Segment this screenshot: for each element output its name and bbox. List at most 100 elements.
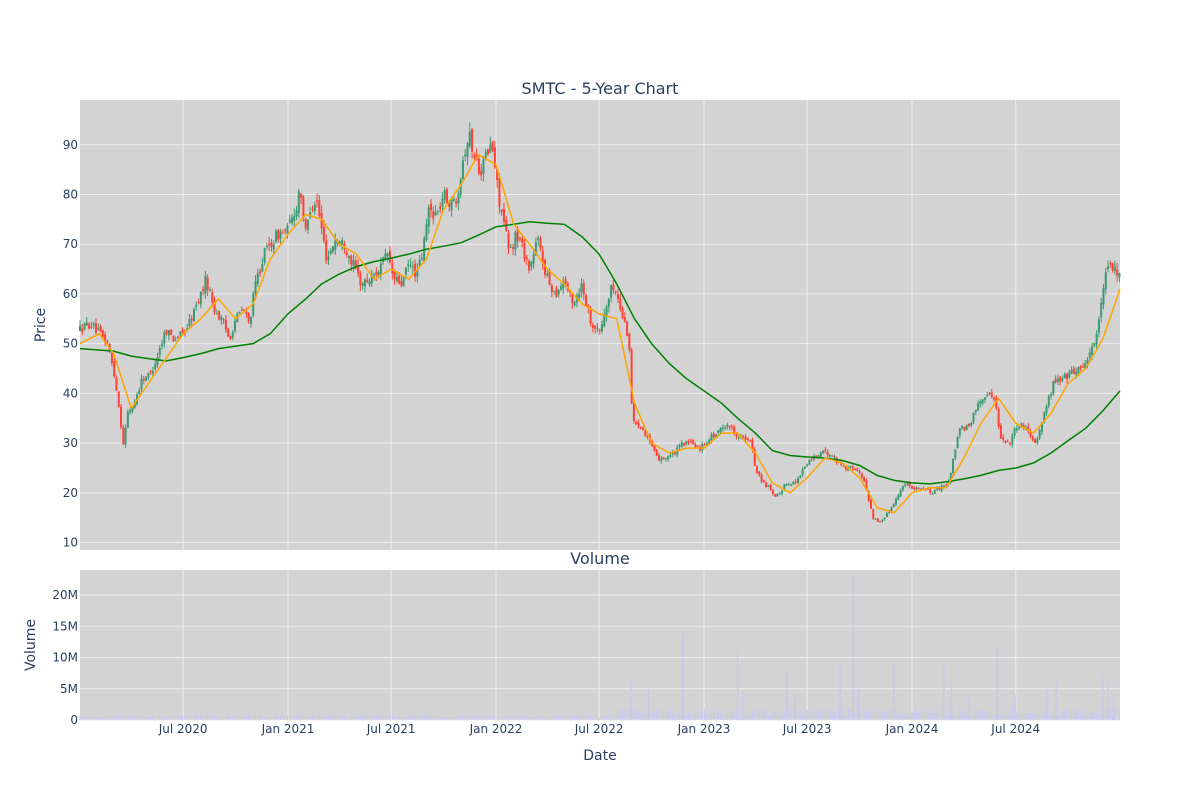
volume-bar xyxy=(808,711,811,720)
volume-spike-bar xyxy=(996,645,999,720)
candle-down xyxy=(657,455,660,461)
volume-bar xyxy=(884,711,886,720)
candle-down xyxy=(639,427,642,429)
candle-up xyxy=(822,450,825,454)
candle-up xyxy=(140,378,143,390)
volume-subplot-title: Volume xyxy=(570,549,630,568)
volume-bar xyxy=(640,712,642,720)
candle-down xyxy=(206,277,209,291)
candle-up xyxy=(188,319,191,326)
candle-up xyxy=(605,306,608,317)
volume-bar xyxy=(134,717,136,720)
volume-bar xyxy=(375,715,377,720)
candle-up xyxy=(578,293,581,298)
candle-up xyxy=(286,225,289,234)
volume-bar xyxy=(140,716,143,720)
volume-bar xyxy=(975,711,977,720)
volume-bar xyxy=(972,709,975,720)
candle-down xyxy=(733,427,736,434)
candle-down xyxy=(281,232,284,234)
volume-bar xyxy=(419,716,421,720)
volume-bar xyxy=(1007,711,1009,720)
candle-down xyxy=(844,465,847,470)
volume-bar xyxy=(637,712,640,720)
volume-bar xyxy=(735,708,738,720)
candle-down xyxy=(703,444,706,446)
candle-down xyxy=(81,328,84,332)
volume-bar xyxy=(131,714,134,720)
volume-bar xyxy=(1098,714,1100,720)
volume-bar xyxy=(118,715,120,720)
candle-down xyxy=(211,292,214,303)
candle-up xyxy=(138,390,141,395)
volume-bar xyxy=(993,715,995,720)
volume-bar xyxy=(289,715,291,720)
volume-bar xyxy=(678,708,681,720)
candle-up xyxy=(724,427,727,429)
volume-bar xyxy=(348,717,350,720)
candle-down xyxy=(630,349,633,403)
candle-down xyxy=(993,397,996,400)
candle-up xyxy=(1095,333,1098,345)
volume-bar xyxy=(223,717,225,720)
volume-bar xyxy=(719,710,722,720)
volume-bar xyxy=(421,715,423,720)
candle-down xyxy=(1072,368,1075,375)
candle-up xyxy=(313,204,316,212)
volume-bar xyxy=(357,714,359,720)
volume-bar xyxy=(355,717,357,720)
candle-up xyxy=(701,443,704,451)
candle-up xyxy=(705,443,708,447)
candle-down xyxy=(322,227,325,241)
candle-up xyxy=(787,484,790,486)
candle-down xyxy=(350,255,353,265)
candle-up xyxy=(790,484,793,486)
candle-up xyxy=(1102,288,1105,305)
volume-bar xyxy=(710,714,713,720)
candle-up xyxy=(895,498,898,505)
candle-up xyxy=(443,190,446,200)
volume-bar xyxy=(934,713,936,720)
candle-down xyxy=(270,242,273,247)
candle-up xyxy=(537,237,540,240)
candle-down xyxy=(113,360,116,377)
volume-bar xyxy=(564,714,567,720)
volume-bar xyxy=(685,715,687,720)
volume-bar xyxy=(783,712,785,720)
candle-down xyxy=(311,208,314,210)
price-y-axis-title: Price xyxy=(33,308,49,342)
candle-down xyxy=(744,436,747,440)
candle-down xyxy=(644,430,647,436)
volume-bar xyxy=(856,709,858,720)
candle-down xyxy=(414,263,417,277)
volume-bar xyxy=(879,711,881,720)
candle-up xyxy=(373,274,376,276)
price-plot-area xyxy=(80,100,1120,550)
candle-down xyxy=(541,250,544,263)
volume-bar xyxy=(906,711,909,720)
candle-down xyxy=(612,284,615,290)
candle-up xyxy=(83,323,86,330)
volume-bar xyxy=(218,714,220,720)
x-tick-label: Jul 2024 xyxy=(990,722,1040,736)
volume-bar xyxy=(439,717,441,720)
candle-down xyxy=(746,438,749,440)
volume-spike-bar xyxy=(1102,676,1104,720)
volume-bar xyxy=(683,710,685,720)
volume-bar xyxy=(656,709,658,720)
candle-down xyxy=(938,488,941,490)
candle-down xyxy=(854,469,857,471)
volume-bar xyxy=(646,714,649,720)
volume-bar xyxy=(466,714,469,720)
candle-down xyxy=(963,427,966,431)
candle-down xyxy=(325,240,328,261)
candle-down xyxy=(712,433,715,438)
volume-bar xyxy=(298,714,300,720)
volume-y-tick-label: 5M xyxy=(60,682,78,696)
volume-bar xyxy=(947,714,950,720)
candle-up xyxy=(329,250,332,254)
candle-down xyxy=(1059,376,1062,382)
candle-up xyxy=(664,458,667,460)
volume-bar xyxy=(644,711,646,720)
candle-up xyxy=(680,442,683,447)
